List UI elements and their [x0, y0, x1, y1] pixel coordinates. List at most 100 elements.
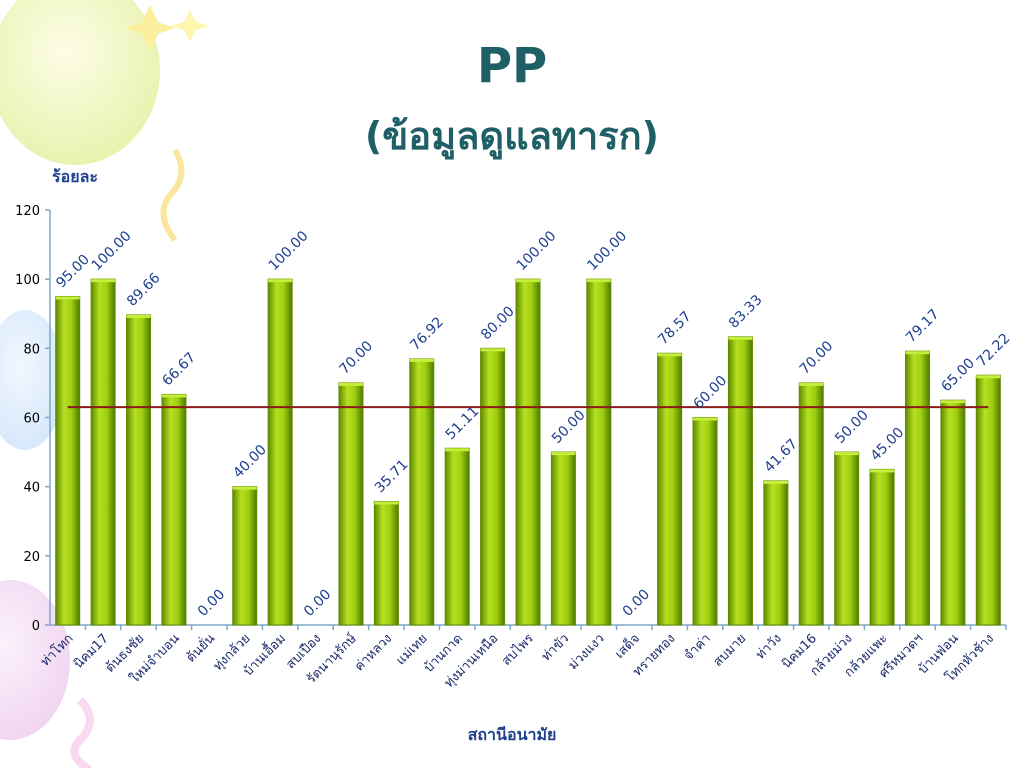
bar [763, 480, 789, 626]
bar [55, 295, 81, 626]
y-tick-label: 0 [32, 619, 40, 634]
value-label: 0.00 [301, 586, 334, 619]
chart-bars [55, 278, 1001, 626]
bar-top-highlight [374, 501, 399, 505]
y-tick-label: 40 [23, 481, 40, 496]
bar-top-highlight [586, 279, 611, 283]
bar [338, 382, 364, 626]
value-label: 66.67 [159, 350, 199, 390]
bar [692, 417, 718, 626]
bar [798, 382, 824, 626]
bar [869, 468, 895, 626]
bar [267, 278, 293, 626]
bar [373, 501, 399, 626]
bar [834, 451, 860, 626]
bar [940, 399, 966, 626]
y-tick-label: 80 [23, 342, 40, 357]
bar-top-highlight [799, 382, 824, 386]
bar-top-highlight [55, 296, 80, 300]
value-label: 78.57 [655, 308, 695, 348]
star-decoration [125, 5, 175, 52]
bar [126, 314, 152, 626]
bar-top-highlight [657, 353, 682, 357]
value-label: 65.00 [938, 355, 978, 395]
bar [515, 278, 541, 626]
bar-top-highlight [976, 375, 1001, 379]
category-label: ท่าโทก [37, 631, 76, 670]
bar-top-highlight [126, 314, 151, 318]
value-label: 80.00 [478, 303, 518, 343]
bar [904, 350, 930, 626]
bar [161, 393, 187, 626]
value-label: 50.00 [549, 407, 589, 447]
value-label: 45.00 [868, 425, 908, 465]
slide-title: PP [476, 38, 548, 94]
x-axis-label: สถานีอนามัย [468, 725, 557, 744]
value-label: 100.00 [584, 228, 630, 274]
balloon-decoration [0, 0, 160, 165]
y-tick-label: 20 [23, 550, 40, 565]
category-label: ค่าหลวง [352, 631, 395, 674]
bar-top-highlight [728, 336, 753, 340]
bar-top-highlight [268, 279, 293, 283]
bar [586, 278, 612, 626]
slide-subtitle: (ข้อมูลดูแลทารก) [364, 114, 660, 158]
category-label: สบไพร [498, 631, 536, 669]
balloon-decoration [0, 310, 65, 450]
bar [232, 486, 258, 626]
streamer-decoration [70, 697, 94, 768]
value-label: 83.33 [726, 292, 766, 332]
value-label: 35.71 [372, 457, 412, 497]
category-label: จำค่า [681, 631, 713, 663]
value-label: 100.00 [266, 228, 312, 274]
category-label: ท่าวัง [753, 631, 784, 662]
bar-top-highlight [91, 279, 116, 283]
bar [727, 336, 753, 626]
value-label: 79.17 [903, 306, 943, 346]
bar [975, 374, 1001, 626]
bar-top-highlight [870, 469, 895, 473]
bar-top-highlight [161, 394, 186, 398]
value-label: 51.11 [443, 403, 483, 443]
bar [480, 347, 506, 626]
value-label: 70.00 [797, 338, 837, 378]
y-axis-label: ร้อยละ [52, 167, 98, 186]
value-label: 70.00 [336, 338, 376, 378]
bar-top-highlight [940, 400, 965, 404]
bar-top-highlight [551, 452, 576, 456]
bar-top-highlight [905, 351, 930, 355]
bar-top-highlight [338, 382, 363, 386]
category-label: ท่าขัว [539, 631, 572, 664]
bar-top-highlight [232, 486, 257, 490]
bar-top-highlight [516, 279, 540, 283]
bar [657, 352, 683, 626]
category-label: เสด็จ [610, 629, 643, 662]
bar [90, 278, 116, 626]
bar-top-highlight [409, 358, 434, 362]
bar-top-highlight [763, 480, 788, 484]
category-label: สบมาย [711, 631, 750, 670]
category-label: ม่วงแงว [566, 631, 608, 673]
streamer-decoration [160, 148, 185, 242]
value-label: 40.00 [230, 442, 270, 482]
bar-top-highlight [445, 448, 470, 452]
bar-top-highlight [480, 348, 505, 352]
value-label: 89.66 [124, 270, 164, 310]
star-decoration [170, 10, 210, 42]
value-label: 100.00 [89, 228, 135, 274]
value-label: 76.92 [407, 314, 447, 354]
value-label: 50.00 [832, 407, 872, 447]
balloon-decoration [0, 580, 70, 740]
bar-top-highlight [834, 452, 859, 456]
bar [444, 447, 470, 626]
value-label: 0.00 [195, 586, 228, 619]
y-tick-label: 100 [15, 273, 40, 288]
bar-top-highlight [693, 417, 718, 421]
value-label: 41.67 [761, 436, 801, 476]
value-label: 95.00 [53, 252, 93, 292]
bar [550, 451, 576, 626]
y-tick-label: 60 [23, 412, 40, 427]
bar [409, 358, 435, 626]
